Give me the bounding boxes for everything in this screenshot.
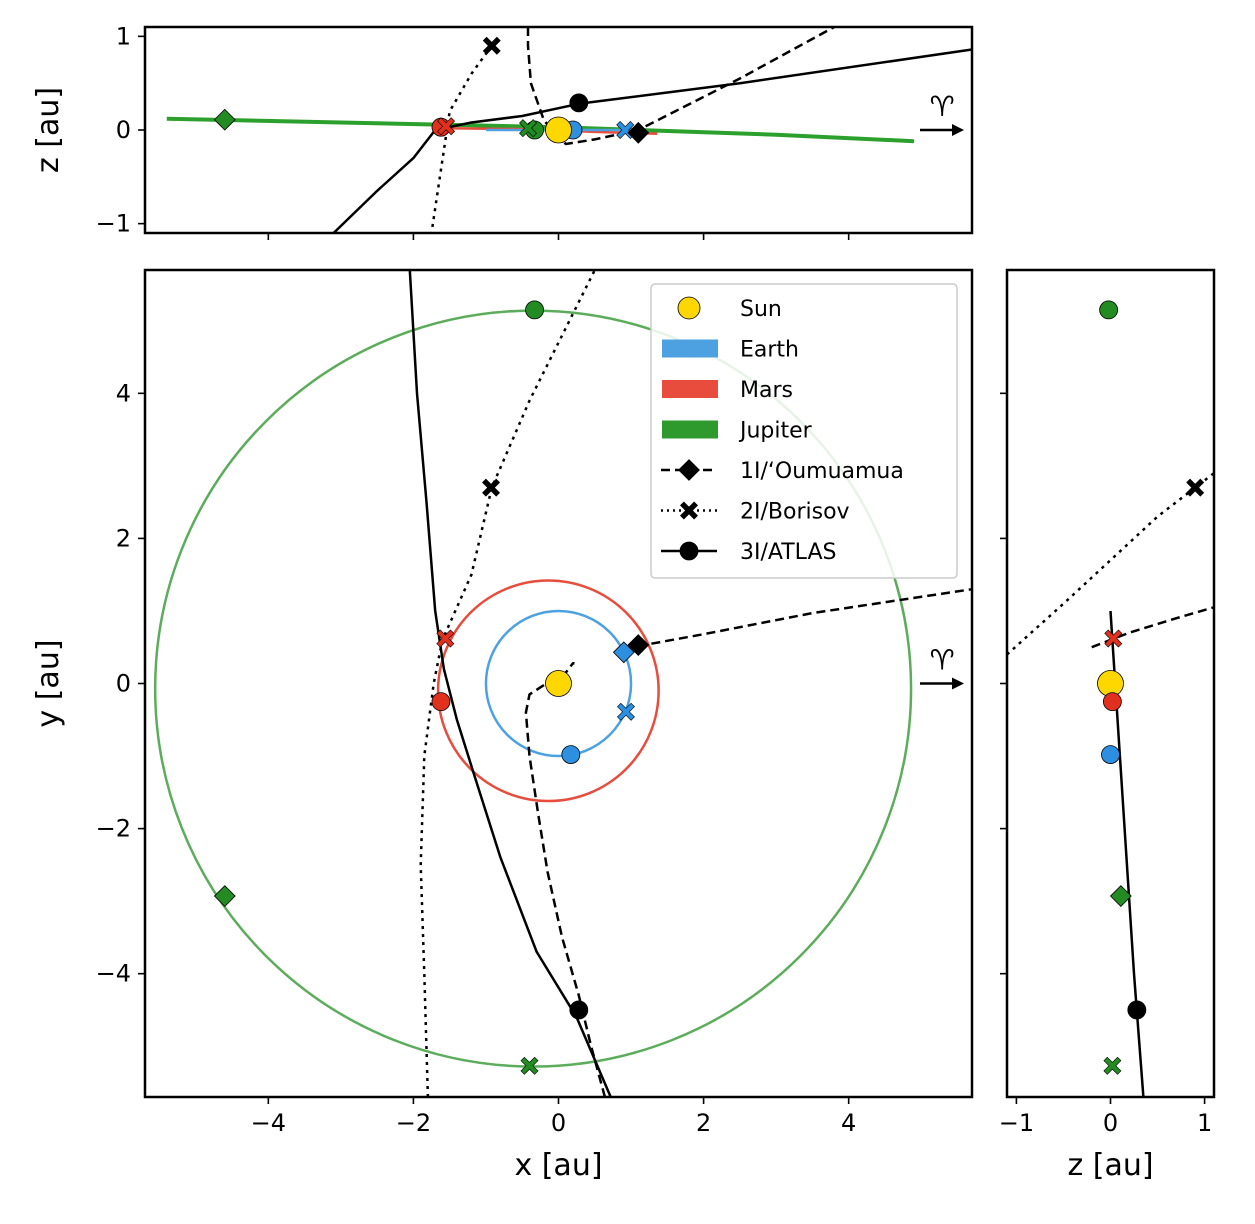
series-3i-atlas bbox=[332, 48, 972, 233]
marker-3i-atlas-circle bbox=[569, 93, 589, 113]
marker-2i-borisov-cross bbox=[482, 36, 501, 55]
ytick-label: −2 bbox=[96, 815, 131, 843]
ytick-label: 0 bbox=[116, 116, 131, 144]
marker-jupiter-diamond bbox=[213, 108, 236, 131]
legend-label: Earth bbox=[740, 338, 799, 363]
legend-patch-mars bbox=[662, 380, 718, 398]
aries-arrowhead bbox=[952, 124, 964, 136]
legend-label: 3I/ATLAS bbox=[740, 540, 836, 565]
marker-mars-cross bbox=[1104, 629, 1123, 648]
xtick-label: 1 bbox=[1197, 1109, 1212, 1137]
aries-symbol: ♈ bbox=[929, 90, 954, 123]
marker-mars-circle bbox=[1102, 692, 1122, 712]
legend: Sun Earth Mars Jupiter 1I/‘Oumuamua 2I/Boriso… bbox=[650, 283, 958, 579]
marker-earth-diamond bbox=[612, 641, 635, 664]
aries-arrowhead bbox=[952, 677, 964, 690]
series-2i-borisov bbox=[430, 44, 493, 233]
legend-marker-3i-atlas bbox=[679, 541, 699, 561]
xtick-label: 4 bbox=[841, 1109, 856, 1137]
marker-1i-oumuamua-diamond bbox=[627, 121, 650, 144]
panel-main: −4 −2 0 2 4 −4 −2 0 2 4 x [au] y [au] ♈ Sun Earth Mars J… bbox=[31, 268, 974, 1183]
plot-area-top bbox=[166, 27, 972, 233]
plot-area-side bbox=[1007, 300, 1214, 1097]
legend-marker-sun bbox=[677, 296, 701, 320]
legend-label: 2I/Borisov bbox=[740, 500, 850, 525]
series-2i-borisov bbox=[419, 270, 596, 1097]
series-1i-oumuamua bbox=[526, 27, 835, 146]
aries-symbol: ♈ bbox=[929, 644, 954, 677]
marker-jupiter-cross bbox=[520, 1056, 539, 1075]
marker-jupiter-diamond bbox=[1109, 885, 1132, 907]
marker-jupiter-circle bbox=[525, 300, 544, 320]
xtick-label: 0 bbox=[551, 1109, 566, 1137]
marker-jupiter-circle bbox=[1099, 300, 1119, 320]
marker-mars-cross bbox=[437, 117, 456, 136]
xtick-label: 0 bbox=[1103, 1109, 1118, 1137]
series-1i-oumuamua-outbound bbox=[623, 587, 972, 650]
panel-top: −1 0 1 z [au] ♈ bbox=[31, 22, 974, 240]
xtick-label: −1 bbox=[999, 1109, 1034, 1137]
ytick-label: 1 bbox=[116, 22, 131, 50]
xtick-label: 2 bbox=[696, 1109, 711, 1137]
ytick-label: 4 bbox=[116, 379, 131, 407]
legend-box bbox=[650, 283, 958, 579]
ytick-label: −4 bbox=[96, 960, 131, 988]
orbit-earth bbox=[484, 609, 633, 758]
legend-label: 1I/‘Oumuamua bbox=[740, 459, 904, 484]
legend-label: Jupiter bbox=[738, 419, 813, 444]
orbit-mars bbox=[436, 579, 660, 803]
marker-mars-cross bbox=[436, 629, 455, 648]
panel-side: −1 0 1 z [au] bbox=[999, 268, 1216, 1183]
legend-marker-2i-borisov bbox=[680, 501, 698, 520]
legend-marker-1i-oumuamua bbox=[678, 459, 700, 481]
legend-label: Sun bbox=[740, 297, 782, 322]
marker-earth-circle bbox=[561, 745, 581, 764]
xtick-label: −2 bbox=[396, 1109, 431, 1137]
series-3i-atlas bbox=[408, 270, 612, 1097]
ytick-label: 0 bbox=[116, 670, 131, 698]
marker-1i-oumuamua-diamond bbox=[627, 634, 650, 656]
marker-jupiter-cross bbox=[519, 119, 538, 138]
marker-3i-atlas-circle bbox=[1127, 1000, 1147, 1020]
ytick-label: −1 bbox=[96, 210, 131, 238]
yaxis-label: y [au] bbox=[31, 639, 66, 727]
marker-jupiter-diamond bbox=[213, 885, 236, 907]
marker-earth-cross bbox=[616, 702, 635, 721]
series-1i-oumuamua bbox=[524, 661, 607, 1097]
marker-2i-borisov-cross bbox=[1186, 478, 1205, 497]
xaxis-label: z [au] bbox=[1067, 1148, 1153, 1183]
marker-3i-atlas-circle bbox=[569, 1000, 589, 1020]
legend-patch-earth bbox=[662, 339, 718, 358]
legend-patch-jupiter bbox=[662, 420, 718, 439]
marker-2i-borisov-cross bbox=[482, 478, 501, 497]
marker-mars-circle bbox=[431, 692, 451, 712]
ytick-label: 2 bbox=[116, 524, 131, 552]
legend-label: Mars bbox=[740, 378, 793, 403]
marker-sun-circle bbox=[545, 670, 572, 697]
marker-jupiter-cross bbox=[1103, 1056, 1122, 1075]
marker-sun-circle bbox=[545, 116, 572, 144]
marker-earth-circle bbox=[1101, 745, 1120, 764]
yaxis-label: z [au] bbox=[31, 87, 66, 173]
xtick-label: −4 bbox=[251, 1109, 286, 1137]
plot-area-main bbox=[153, 270, 972, 1097]
xaxis-label: x [au] bbox=[514, 1148, 602, 1183]
series-2i-borisov bbox=[1007, 472, 1214, 656]
